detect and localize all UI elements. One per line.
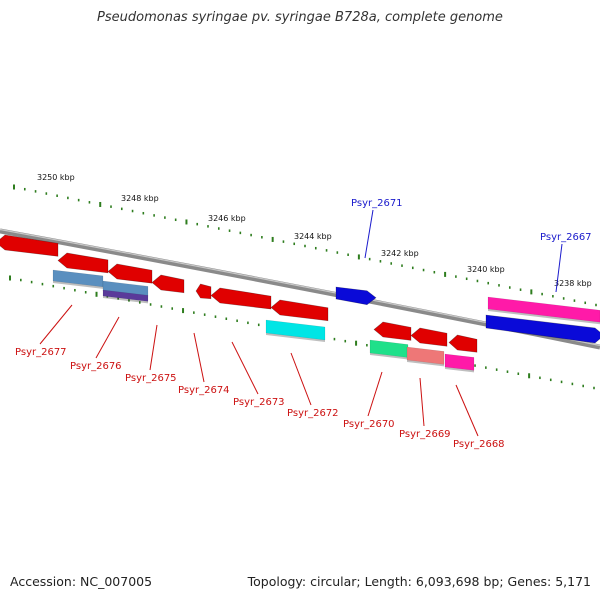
gene-label-psyr-2677[interactable]: Psyr_2677: [15, 347, 67, 358]
feature-bar-psyr-2667: [487, 296, 600, 323]
gene-labels: Psyr_2671 Psyr_2667 Psyr_2677 Psyr_2676 …: [15, 198, 592, 450]
gene-label-psyr-2674[interactable]: Psyr_2674: [178, 385, 230, 396]
gene-label-psyr-2670[interactable]: Psyr_2670: [343, 419, 395, 430]
scale-label: 3250 kbp: [37, 173, 75, 182]
gene-label-psyr-2673[interactable]: Psyr_2673: [233, 397, 285, 408]
gene-label-psyr-2667[interactable]: Psyr_2667: [540, 232, 592, 243]
leader-psyr-2668: [455, 384, 479, 437]
leader-psyr-2672: [290, 352, 312, 406]
gene-arrow-psyr-2675: [107, 263, 153, 284]
gene-arrows: [0, 234, 600, 353]
gene-arrow-psyr-2670: [373, 321, 412, 341]
feature-bar-psyr-2668: [444, 353, 475, 371]
gene-label-psyr-2675[interactable]: Psyr_2675: [125, 373, 177, 384]
leader-psyr-2676: [95, 316, 120, 359]
feature-bar-psyr-2668-shadow: [445, 367, 474, 373]
gene-label-psyr-2671[interactable]: Psyr_2671: [351, 198, 403, 209]
feature-bar-psyr-2672-shadow: [266, 333, 325, 342]
scale-label: 3244 kbp: [294, 232, 332, 241]
scale-label: 3246 kbp: [208, 214, 246, 223]
scale-label: 3242 kbp: [381, 249, 419, 258]
gene-arrow-psyr-2677: [0, 234, 59, 257]
feature-bars: [52, 269, 600, 373]
map-title: Pseudomonas syringae pv. syringae B728a,…: [97, 10, 503, 25]
scale-label: 3240 kbp: [467, 265, 505, 274]
scale-labels: 3250 kbp 3248 kbp 3246 kbp 3244 kbp 3242…: [37, 173, 592, 288]
gene-label-psyr-2672[interactable]: Psyr_2672: [287, 408, 339, 419]
leader-psyr-2667: [555, 243, 563, 293]
scale-label: 3248 kbp: [121, 194, 159, 203]
accession-text: Accession: NC_007005: [10, 574, 153, 589]
genome-summary-text: Topology: circular; Length: 6,093,698 bp…: [247, 574, 591, 589]
feature-bar-psyr-2670-shadow: [370, 353, 408, 360]
leader-psyr-2671: [364, 209, 374, 259]
gene-arrow-psyr-2668: [448, 334, 478, 353]
gene-arrow-psyr-2671: [335, 286, 377, 306]
leader-psyr-2675: [149, 324, 158, 371]
leader-psyr-2673: [231, 341, 259, 395]
feature-bar-psyr-2676-shadow: [103, 296, 148, 304]
scale-label: 3238 kbp: [554, 279, 592, 288]
gene-label-psyr-2668[interactable]: Psyr_2668: [453, 439, 505, 450]
feature-bar-psyr-2669-shadow: [407, 360, 444, 367]
leader-psyr-2669: [419, 377, 425, 427]
feature-bar-psyr-2676: [102, 289, 149, 302]
gene-label-psyr-2669[interactable]: Psyr_2669: [399, 429, 451, 440]
feature-bar-psyr-2677-shadow: [53, 281, 103, 289]
leader-psyr-2677: [39, 304, 73, 345]
feature-bar-psyr-2672: [265, 319, 326, 341]
gene-arrow-psyr-2674b: [195, 283, 212, 300]
gene-arrow-psyr-2672: [270, 299, 329, 322]
feature-bar-psyr-2667-shadow: [488, 309, 600, 325]
scale-ticks-upper: [13, 184, 597, 307]
gene-label-psyr-2676[interactable]: Psyr_2676: [70, 361, 122, 372]
leader-lines: [39, 209, 563, 437]
leader-psyr-2674: [193, 332, 205, 383]
gene-arrow-psyr-2676: [57, 252, 109, 274]
feature-bar-psyr-2669: [406, 346, 445, 365]
gene-arrow-psyr-2673: [210, 287, 272, 310]
leader-psyr-2670: [367, 371, 383, 417]
gene-arrow-psyr-2669: [410, 327, 448, 347]
gene-arrow-psyr-2674: [151, 274, 185, 294]
